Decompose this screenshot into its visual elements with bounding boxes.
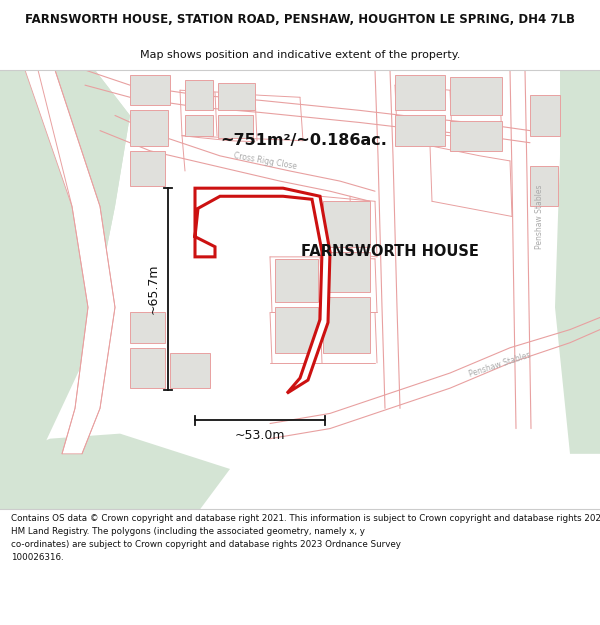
Polygon shape [530,95,560,136]
Polygon shape [0,70,130,479]
Polygon shape [323,252,370,292]
Polygon shape [170,353,210,388]
Polygon shape [323,201,370,247]
Polygon shape [0,434,230,509]
Text: Contains OS data © Crown copyright and database right 2021. This information is : Contains OS data © Crown copyright and d… [11,514,600,561]
Polygon shape [218,83,255,111]
Text: ~751m²/~0.186ac.: ~751m²/~0.186ac. [220,133,387,148]
Polygon shape [185,116,213,136]
Text: ~65.7m: ~65.7m [147,264,160,314]
Polygon shape [218,116,253,138]
Polygon shape [275,259,318,302]
Polygon shape [450,77,502,116]
Polygon shape [275,308,318,353]
Text: ~53.0m: ~53.0m [235,429,285,442]
Text: Penshaw Stables: Penshaw Stables [536,184,545,249]
Polygon shape [130,348,165,388]
Text: FARNSWORTH HOUSE, STATION ROAD, PENSHAW, HOUGHTON LE SPRING, DH4 7LB: FARNSWORTH HOUSE, STATION ROAD, PENSHAW,… [25,13,575,26]
Polygon shape [395,75,445,111]
Polygon shape [0,70,130,509]
Polygon shape [530,166,558,206]
Polygon shape [25,70,115,454]
Polygon shape [555,70,600,454]
Polygon shape [130,312,165,342]
Text: FARNSWORTH HOUSE: FARNSWORTH HOUSE [301,244,479,259]
Polygon shape [450,121,502,151]
Polygon shape [130,111,168,146]
Polygon shape [130,151,165,186]
Text: Cross Rigg Close: Cross Rigg Close [233,151,297,171]
Polygon shape [195,188,330,393]
Polygon shape [323,298,370,353]
Polygon shape [395,116,445,146]
Polygon shape [185,80,213,111]
Text: Penshaw Stables: Penshaw Stables [468,351,532,379]
Polygon shape [130,75,170,106]
Polygon shape [0,70,110,454]
Text: Map shows position and indicative extent of the property.: Map shows position and indicative extent… [140,49,460,59]
